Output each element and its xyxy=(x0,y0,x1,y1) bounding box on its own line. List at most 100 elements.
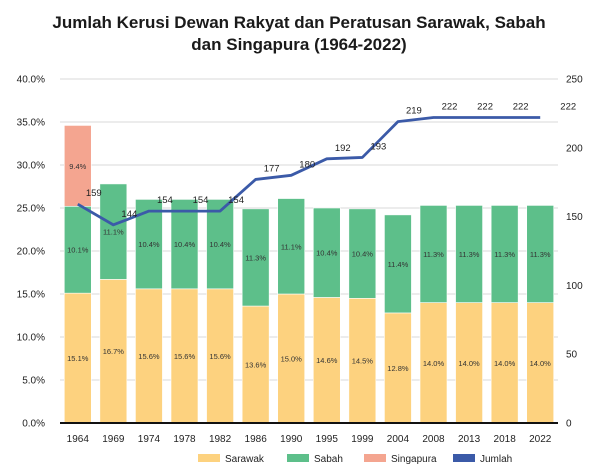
bar-data-label: 10.4% xyxy=(352,250,374,259)
left-tick-label: 15.0% xyxy=(17,290,45,301)
legend-label: Singapura xyxy=(391,454,437,465)
line-data-label: 177 xyxy=(264,163,280,174)
bar-data-label: 11.3% xyxy=(494,250,515,259)
bar-sabah xyxy=(63,205,92,294)
bar-data-label: 14.0% xyxy=(530,359,552,368)
legend-swatch-singapura xyxy=(364,454,386,462)
bar-sabah xyxy=(348,208,377,299)
bar-data-label: 14.0% xyxy=(458,359,480,368)
line-data-label: 154 xyxy=(193,195,209,206)
bar-data-label: 10.4% xyxy=(209,240,231,249)
bar-data-label: 11.3% xyxy=(423,250,444,259)
bar-data-label: 9.4% xyxy=(69,162,86,171)
bar-sabah xyxy=(384,214,412,314)
category-label: 1982 xyxy=(209,434,232,445)
bar-sarawak xyxy=(312,297,341,424)
line-data-label: 222 xyxy=(513,102,529,113)
category-label: 1969 xyxy=(102,434,125,445)
line-data-label: 219 xyxy=(406,106,422,117)
left-tick-label: 5.0% xyxy=(22,376,45,387)
category-label: 1964 xyxy=(67,434,90,445)
bar-data-label: 15.1% xyxy=(67,354,89,363)
bar-data-label: 10.4% xyxy=(138,240,160,249)
bar-data-label: 11.3% xyxy=(530,250,551,259)
category-label: 1986 xyxy=(245,434,268,445)
left-tick-label: 35.0% xyxy=(17,118,45,129)
bar-data-label: 14.6% xyxy=(316,356,338,365)
line-data-label: 180 xyxy=(299,159,315,170)
category-label: 1978 xyxy=(173,434,196,445)
right-tick-label: 0 xyxy=(566,419,572,430)
bar-sabah xyxy=(206,199,234,290)
category-label: 2018 xyxy=(494,434,517,445)
category-label: 2022 xyxy=(529,434,552,445)
chart-title-line2: dan Singapura (1964-2022) xyxy=(191,35,407,54)
category-label: 2004 xyxy=(387,434,410,445)
bar-sabah xyxy=(526,205,555,303)
bar-sabah xyxy=(99,183,128,280)
category-label: 1974 xyxy=(138,434,161,445)
bar-data-label: 10.1% xyxy=(67,246,89,255)
left-tick-label: 0.0% xyxy=(22,419,45,430)
chart-title-line1: Jumlah Kerusi Dewan Rakyat dan Peratusan… xyxy=(52,13,546,32)
bar-sabah xyxy=(312,207,341,298)
right-tick-label: 150 xyxy=(566,212,583,223)
legend-swatch-sabah xyxy=(287,454,309,462)
bar-data-label: 15.6% xyxy=(174,352,196,361)
bar-data-label: 10.4% xyxy=(174,240,196,249)
line-data-label: 222 xyxy=(560,102,576,113)
bar-data-label: 11.1% xyxy=(281,242,302,251)
line-data-label: 222 xyxy=(442,102,458,113)
chart-title: Jumlah Kerusi Dewan Rakyat dan Peratusan… xyxy=(0,12,598,56)
bar-sabah xyxy=(419,205,448,303)
bar-sarawak xyxy=(206,288,234,424)
right-tick-label: 50 xyxy=(566,350,578,361)
right-tick-label: 100 xyxy=(566,281,583,292)
left-tick-label: 30.0% xyxy=(17,161,45,172)
left-tick-label: 10.0% xyxy=(17,333,45,344)
legend-label: Sarawak xyxy=(225,454,265,465)
left-tick-label: 20.0% xyxy=(17,247,45,258)
category-label: 2008 xyxy=(422,434,445,445)
bar-sarawak xyxy=(384,312,412,424)
bar-data-label: 12.8% xyxy=(387,364,409,373)
right-tick-label: 200 xyxy=(566,143,583,154)
bar-data-label: 14.0% xyxy=(494,359,516,368)
left-tick-label: 25.0% xyxy=(17,204,45,215)
bar-data-label: 11.4% xyxy=(388,260,409,269)
line-data-label: 159 xyxy=(86,188,102,199)
bar-sarawak xyxy=(348,297,377,424)
bar-data-label: 16.7% xyxy=(103,347,125,356)
category-label: 1995 xyxy=(316,434,339,445)
bar-sabah xyxy=(490,205,519,303)
bar-sarawak xyxy=(99,279,128,424)
bar-sabah xyxy=(455,205,483,303)
line-data-label: 154 xyxy=(228,195,244,206)
bar-data-label: 13.6% xyxy=(245,361,267,370)
line-data-label: 154 xyxy=(157,195,173,206)
right-tick-label: 250 xyxy=(566,75,583,86)
bar-data-label: 15.0% xyxy=(281,355,303,364)
line-data-label: 192 xyxy=(335,143,351,154)
bar-sabah xyxy=(170,199,199,290)
bar-data-label: 10.4% xyxy=(316,249,338,258)
bar-data-label: 11.1% xyxy=(103,228,124,237)
category-label: 1990 xyxy=(280,434,303,445)
bar-data-label: 15.6% xyxy=(209,352,231,361)
category-label: 1999 xyxy=(351,434,374,445)
bar-data-label: 15.6% xyxy=(138,352,160,361)
legend-swatch-sarawak xyxy=(198,454,220,462)
legend-label: Sabah xyxy=(314,454,343,465)
line-data-label: 222 xyxy=(477,102,493,113)
bar-sarawak xyxy=(63,292,92,424)
legend-label: Jumlah xyxy=(480,454,512,465)
bar-data-label: 14.0% xyxy=(423,359,445,368)
bar-sabah xyxy=(241,208,270,307)
bar-sabah xyxy=(277,198,306,295)
bar-sarawak xyxy=(277,293,306,424)
bar-sarawak xyxy=(419,302,448,424)
bar-singapura xyxy=(63,125,92,207)
bar-sarawak xyxy=(135,288,163,424)
